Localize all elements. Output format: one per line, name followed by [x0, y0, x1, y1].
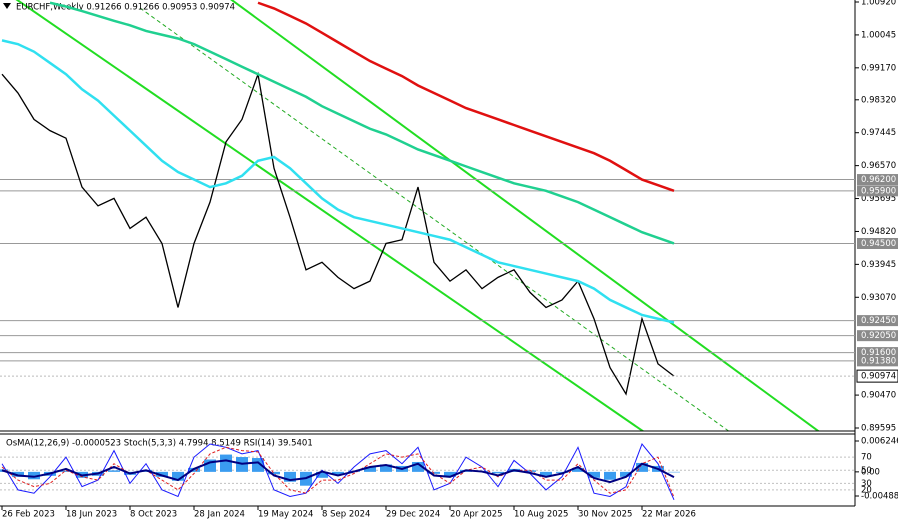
level-label: 0.96200 — [861, 175, 896, 185]
y-tick-label: 0.99170 — [861, 63, 896, 73]
price-line — [1, 71, 675, 396]
level-label-box — [857, 330, 898, 342]
osma-bar — [412, 461, 424, 472]
x-tick-label: 22 Mar 2026 — [642, 510, 696, 520]
indicator-title: OsMA(12,26,9) -0.0000523 Stoch(5,3,3) 4.… — [6, 439, 313, 449]
level-label-box — [857, 355, 898, 367]
osma-bar — [636, 462, 648, 472]
osma-bar — [556, 471, 568, 473]
y2-tick-label: 30 — [861, 479, 872, 489]
y2-tick-label: 70 — [861, 453, 872, 463]
level-label: 0.91380 — [861, 356, 896, 366]
channel-line — [15, 0, 645, 431]
y-tick-label: 0.89595 — [861, 424, 896, 434]
osma-bar — [172, 471, 184, 481]
moving-average — [1, 39, 675, 324]
y2-tick-label: 20 — [861, 485, 872, 495]
level-label: 0.92450 — [861, 316, 896, 326]
level-label: 0.95900 — [861, 186, 896, 196]
osma-bar — [28, 471, 40, 480]
y-tick-label: 0.93070 — [861, 293, 896, 303]
y-tick-label: 0.98320 — [861, 95, 896, 105]
osma-bar — [220, 454, 232, 472]
osma-bar — [380, 464, 392, 472]
channel-line — [230, 0, 820, 431]
level-label-box — [857, 237, 898, 249]
osma-bar — [12, 471, 24, 477]
moving-average — [257, 1, 675, 193]
x-tick-label: 26 Feb 2023 — [2, 510, 55, 520]
x-tick-label: 28 Jan 2024 — [194, 510, 245, 520]
osma-bar — [572, 467, 584, 472]
y-tick-label: 0.00 — [861, 467, 880, 477]
x-tick-label: 8 Oct 2023 — [130, 510, 177, 520]
osma-bar — [252, 458, 264, 472]
level-label-box — [857, 315, 898, 327]
osma-bar — [492, 471, 504, 474]
last-price-label: 0.90974 — [861, 372, 896, 382]
y-tick-label: 0.96570 — [861, 161, 896, 171]
chart-title: EURCHF,Weekly 0.91266 0.91266 0.90953 0.… — [16, 3, 235, 13]
osma-bar — [284, 471, 296, 482]
y-tick-label: 0.90470 — [861, 391, 896, 401]
moving-average — [49, 1, 675, 245]
level-label-box — [857, 174, 898, 186]
y-tick-label: 0.93945 — [861, 260, 896, 270]
osma-bar — [620, 471, 632, 477]
osma-bar — [156, 471, 168, 477]
indicator-line — [1, 443, 675, 501]
indicator-line — [1, 459, 675, 484]
y-tick-label: -0.004885 — [861, 492, 898, 502]
level-label: 0.91600 — [861, 348, 896, 358]
osma-bar — [588, 471, 600, 478]
osma-bar — [524, 470, 536, 472]
osma-bar — [364, 466, 376, 472]
level-label-box — [857, 185, 898, 197]
x-tick-label: 29 Dec 2024 — [386, 510, 440, 520]
x-tick-label: 30 Nov 2025 — [578, 510, 632, 520]
x-tick-label: 10 Aug 2025 — [514, 510, 568, 520]
osma-bar — [332, 471, 344, 475]
x-tick-label: 18 Jun 2023 — [66, 510, 117, 520]
osma-bar — [316, 471, 328, 478]
y2-tick-label: 50 — [861, 466, 872, 476]
y-tick-label: 0.97445 — [861, 128, 896, 138]
symbol-icon — [3, 3, 11, 9]
indicator-panel — [0, 443, 855, 501]
level-label-box — [857, 347, 898, 359]
x-tick-label: 8 Sep 2024 — [322, 510, 370, 520]
last-price-box — [856, 369, 898, 383]
y-tick-label: 0.006246 — [861, 437, 898, 447]
osma-bar — [604, 471, 616, 480]
osma-bar — [444, 471, 456, 477]
x-tick-label: 20 Apr 2025 — [450, 510, 503, 520]
osma-bar — [60, 470, 72, 472]
y-tick-label: 1.00045 — [861, 30, 896, 40]
y-tick-label: 1.00920 — [861, 0, 896, 8]
y-tick-label: 0.95695 — [861, 194, 896, 204]
level-label: 0.92050 — [861, 331, 896, 341]
y-tick-label: 0.94820 — [861, 227, 896, 237]
x-tick-label: 19 May 2024 — [258, 510, 313, 520]
osma-bar — [668, 471, 680, 473]
price-panel — [0, 1, 855, 396]
osma-bar — [540, 471, 552, 476]
indicator-line — [1, 446, 675, 498]
osma-bar — [268, 471, 280, 475]
osma-bar — [108, 470, 120, 472]
level-label: 0.94500 — [861, 239, 896, 249]
